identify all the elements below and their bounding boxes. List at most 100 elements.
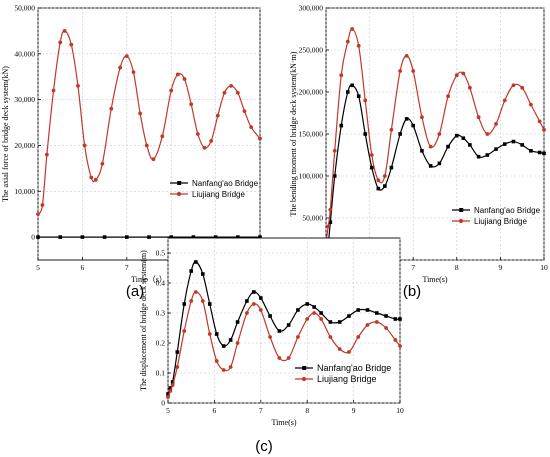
data-point (214, 359, 219, 363)
y-tick-label: 0.2 (156, 339, 166, 348)
y-tick-label: 250,000 (299, 46, 324, 55)
data-point (446, 144, 450, 149)
data-point (125, 235, 129, 239)
data-point (221, 368, 226, 372)
chart-panel-3: 5 6 7 8 9 10 0 0.1 0.2 0.3 0.4 0.5 Time(s) The displa… (139, 237, 404, 455)
data-point (461, 71, 466, 76)
data-point (191, 235, 196, 239)
data-point (398, 344, 402, 348)
series-2 (324, 27, 546, 246)
x-axis-label: Time(s) (271, 418, 296, 427)
data-point (305, 317, 310, 321)
x-tick-label: 7 (259, 406, 263, 415)
data-point (202, 145, 207, 150)
data-point (356, 308, 361, 312)
data-point (485, 153, 490, 157)
data-point (244, 311, 249, 315)
legend-marker (302, 366, 307, 370)
data-point (393, 317, 398, 321)
legend-marker (459, 208, 464, 212)
data-point (175, 72, 180, 77)
data-point (213, 235, 218, 239)
data-point (502, 142, 507, 146)
data-point (319, 317, 324, 321)
series-1 (36, 235, 262, 239)
data-point (175, 350, 180, 354)
data-point (326, 224, 331, 229)
data-point (374, 320, 379, 324)
data-point (420, 149, 424, 153)
data-point (169, 235, 173, 239)
data-point (102, 235, 107, 239)
y-tick-label: 0.3 (156, 309, 166, 318)
data-point (529, 102, 533, 107)
data-point (58, 235, 62, 239)
data-point (200, 299, 205, 303)
data-point (494, 147, 498, 151)
data-point (398, 132, 402, 136)
data-point (467, 85, 472, 90)
data-point (207, 302, 212, 306)
data-point (189, 269, 193, 273)
data-point (189, 299, 194, 303)
legend-marker (301, 376, 307, 382)
legend-marker (176, 191, 182, 197)
data-point (82, 143, 87, 148)
data-point (182, 329, 187, 333)
y-tick-label: 0 (31, 233, 35, 242)
data-point (286, 323, 291, 327)
data-point (296, 335, 300, 339)
data-point (350, 83, 354, 88)
data-point (169, 88, 174, 93)
data-point (365, 308, 370, 312)
data-point (286, 356, 291, 360)
series-line (37, 30, 261, 215)
data-point (461, 136, 466, 140)
data-point (363, 98, 368, 103)
y-tick-label: 0.1 (156, 369, 166, 378)
y-axis-label: The axial force of bridge deck system(kN… (1, 66, 10, 202)
series-2 (36, 29, 262, 217)
x-tick-label: 9 (499, 263, 503, 272)
x-tick-label: 9 (352, 406, 356, 415)
data-point (446, 94, 450, 99)
data-point (350, 27, 355, 31)
data-point (420, 115, 424, 120)
data-point (485, 132, 490, 136)
panel-label: (c) (255, 438, 273, 455)
data-point (195, 132, 200, 136)
y-tick-label: 200,000 (299, 88, 324, 97)
plot-area (37, 7, 261, 261)
data-point (476, 154, 481, 159)
data-point (384, 326, 388, 330)
y-axis-label: The bending moment of bridge deck system… (289, 51, 298, 216)
data-point (259, 296, 263, 300)
legend-label: Nanfang'ao Bridge (474, 206, 541, 215)
y-tick-label: 0.4 (156, 279, 166, 288)
data-point (356, 43, 361, 48)
data-point (328, 207, 333, 212)
data-point (296, 308, 300, 312)
x-tick-label: 5 (36, 263, 40, 272)
data-point (542, 151, 546, 156)
data-point (268, 314, 272, 318)
data-point (215, 113, 220, 118)
data-point (337, 347, 342, 351)
data-point (411, 69, 416, 73)
y-tick-label: 300,000 (299, 4, 324, 13)
data-point (428, 144, 433, 149)
data-point (305, 302, 309, 306)
data-point (222, 90, 227, 95)
data-point (228, 338, 233, 342)
data-point (245, 299, 249, 303)
data-point (383, 184, 387, 188)
data-point (437, 161, 442, 166)
data-point (520, 85, 525, 90)
data-point (537, 119, 542, 124)
series-2 (166, 290, 402, 399)
data-point (404, 117, 409, 121)
data-point (235, 341, 240, 345)
